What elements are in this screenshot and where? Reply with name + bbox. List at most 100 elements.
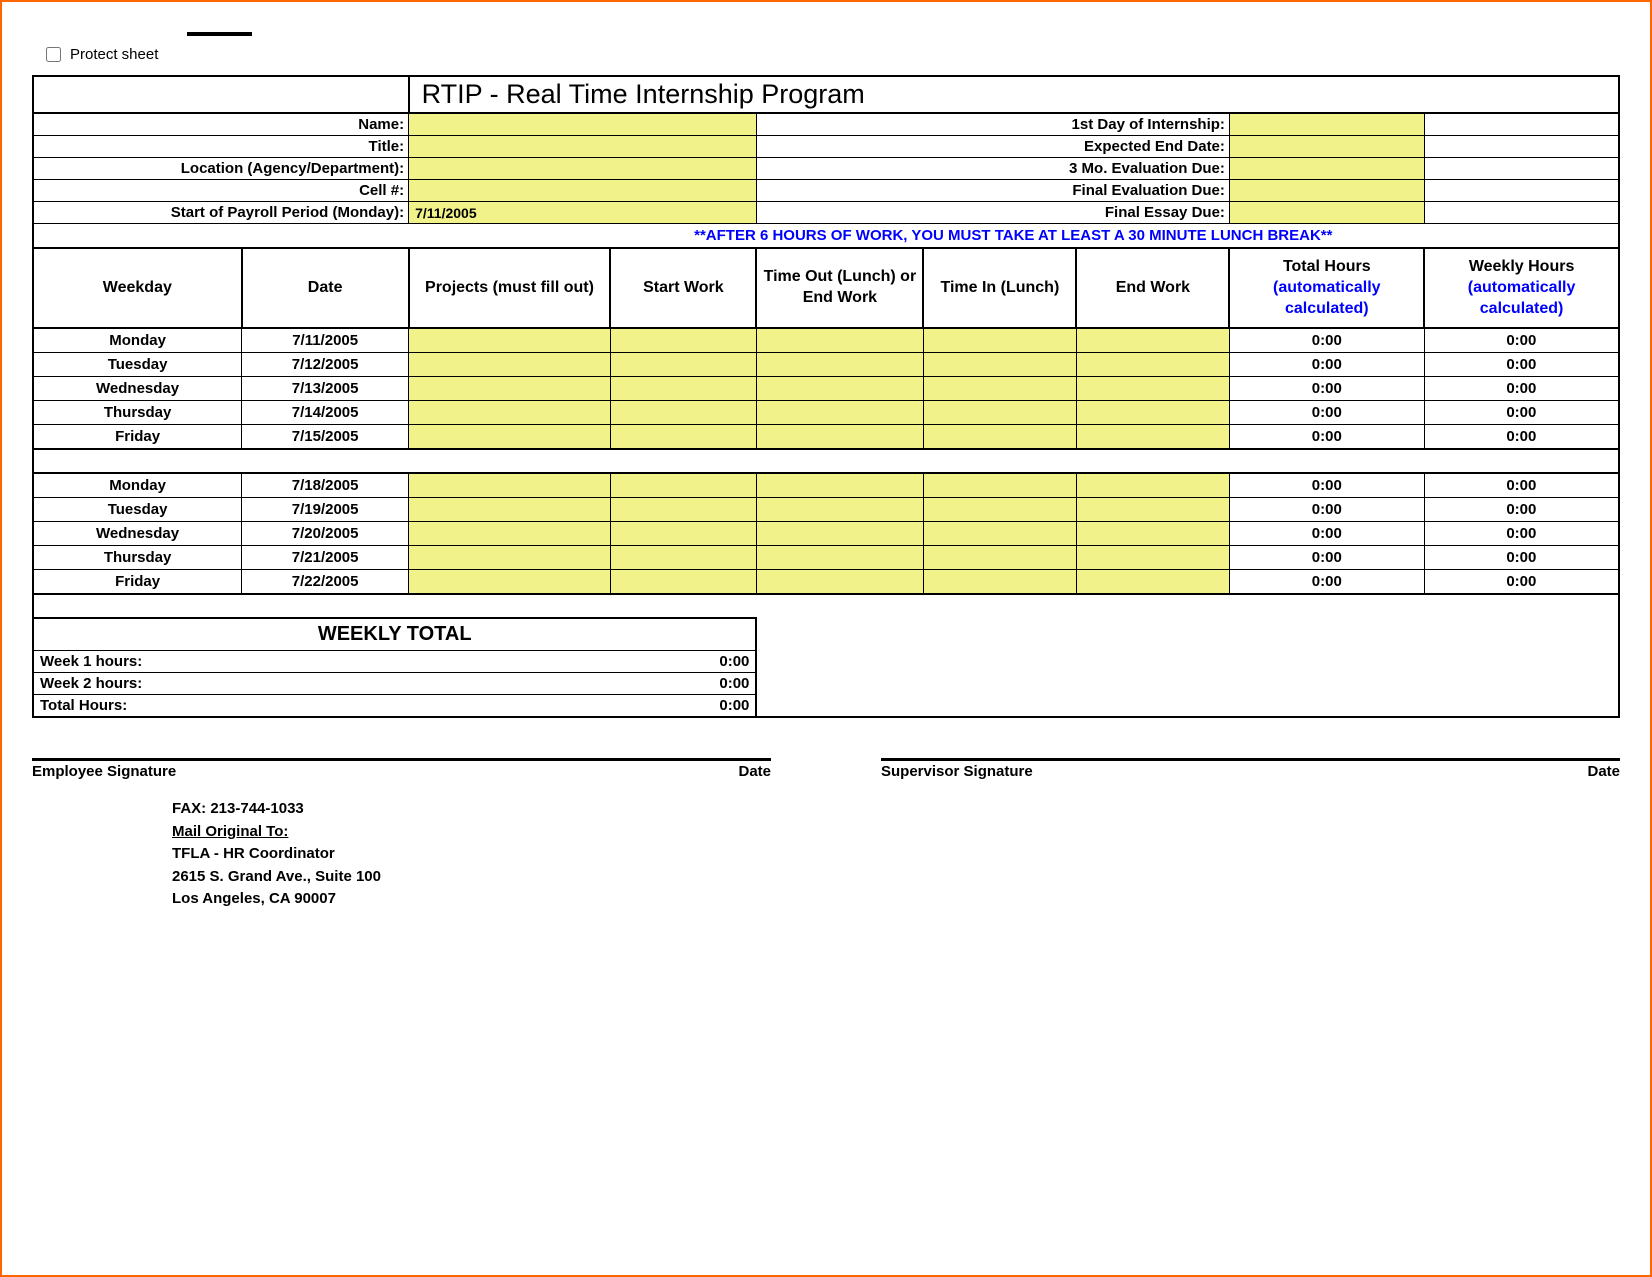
input-final-eval[interactable] (1229, 180, 1424, 202)
cell-start-work[interactable] (610, 401, 756, 425)
cell-time-in[interactable] (923, 522, 1076, 546)
cell-start-work[interactable] (610, 425, 756, 450)
cell-start-work[interactable] (610, 377, 756, 401)
supervisor-date-label: Date (1587, 763, 1620, 780)
label-3mo-eval: 3 Mo. Evaluation Due: (756, 158, 1229, 180)
table-row: Monday7/18/20050:000:00 (33, 473, 1619, 498)
label-final-essay: Final Essay Due: (756, 202, 1229, 224)
cell-end-work[interactable] (1076, 546, 1229, 570)
weekly-total-title-row: WEEKLY TOTAL (33, 618, 1619, 651)
signature-area: Employee Signature Date Supervisor Signa… (32, 758, 1620, 780)
cell-total-hours: 0:00 (1229, 546, 1424, 570)
week-spacer (33, 449, 1619, 473)
employee-date-label: Date (738, 763, 771, 780)
cell-start-work[interactable] (610, 546, 756, 570)
cell-projects[interactable] (409, 473, 611, 498)
table-row: Tuesday7/12/20050:000:00 (33, 353, 1619, 377)
header-row-0: Name: 1st Day of Internship: (33, 113, 1619, 136)
protect-sheet-checkbox[interactable] (46, 47, 61, 62)
input-title[interactable] (409, 136, 757, 158)
cell-time-in[interactable] (923, 425, 1076, 450)
cell-projects[interactable] (409, 353, 611, 377)
cell-time-in[interactable] (923, 353, 1076, 377)
cell-time-out[interactable] (756, 498, 923, 522)
cell-projects[interactable] (409, 328, 611, 353)
cell-start-work[interactable] (610, 473, 756, 498)
cell-time-out[interactable] (756, 425, 923, 450)
cell-time-in[interactable] (923, 401, 1076, 425)
cell-weekday: Monday (33, 328, 242, 353)
input-3mo-eval[interactable] (1229, 158, 1424, 180)
cell-date: 7/22/2005 (242, 570, 409, 595)
cell-end-work[interactable] (1076, 353, 1229, 377)
contact-line-3: Los Angeles, CA 90007 (172, 888, 1620, 911)
cell-time-in[interactable] (923, 570, 1076, 595)
cell-total-hours: 0:00 (1229, 377, 1424, 401)
notice-row: **AFTER 6 HOURS OF WORK, YOU MUST TAKE A… (33, 224, 1619, 249)
week2-hours-label: Week 2 hours: (33, 673, 610, 695)
label-location: Location (Agency/Department): (33, 158, 409, 180)
cell-weekday: Friday (33, 425, 242, 450)
input-name[interactable] (409, 113, 757, 136)
cell-weekly-hours: 0:00 (1424, 401, 1619, 425)
cell-end-work[interactable] (1076, 425, 1229, 450)
week1-hours-value: 0:00 (610, 651, 756, 673)
cell-projects[interactable] (409, 522, 611, 546)
header-row-3: Cell #: Final Evaluation Due: (33, 180, 1619, 202)
cell-time-out[interactable] (756, 473, 923, 498)
cell-start-work[interactable] (610, 328, 756, 353)
cell-end-work[interactable] (1076, 328, 1229, 353)
input-location[interactable] (409, 158, 757, 180)
cell-time-in[interactable] (923, 377, 1076, 401)
cell-start-work[interactable] (610, 353, 756, 377)
label-final-eval: Final Evaluation Due: (756, 180, 1229, 202)
cell-total-hours: 0:00 (1229, 570, 1424, 595)
cell-projects[interactable] (409, 498, 611, 522)
cell-weekday: Wednesday (33, 377, 242, 401)
column-header-row: Weekday Date Projects (must fill out) St… (33, 248, 1619, 328)
cell-date: 7/19/2005 (242, 498, 409, 522)
cell-time-out[interactable] (756, 401, 923, 425)
cell-projects[interactable] (409, 377, 611, 401)
cell-projects[interactable] (409, 546, 611, 570)
cell-end-work[interactable] (1076, 377, 1229, 401)
cell-time-out[interactable] (756, 546, 923, 570)
cell-end-work[interactable] (1076, 401, 1229, 425)
cell-total-hours: 0:00 (1229, 401, 1424, 425)
input-end-date[interactable] (1229, 136, 1424, 158)
label-first-day: 1st Day of Internship: (756, 113, 1229, 136)
input-payroll-start[interactable]: 7/11/2005 (409, 202, 757, 224)
cell-projects[interactable] (409, 570, 611, 595)
cell-time-out[interactable] (756, 570, 923, 595)
cell-projects[interactable] (409, 425, 611, 450)
header-row-1: Title: Expected End Date: (33, 136, 1619, 158)
input-first-day[interactable] (1229, 113, 1424, 136)
cell-end-work[interactable] (1076, 498, 1229, 522)
cell-time-out[interactable] (756, 328, 923, 353)
cell-end-work[interactable] (1076, 522, 1229, 546)
col-projects: Projects (must fill out) (409, 248, 611, 328)
cell-time-in[interactable] (923, 473, 1076, 498)
cell-end-work[interactable] (1076, 570, 1229, 595)
cell-time-in[interactable] (923, 328, 1076, 353)
cell-start-work[interactable] (610, 522, 756, 546)
cell-time-in[interactable] (923, 498, 1076, 522)
cell-projects[interactable] (409, 401, 611, 425)
input-final-essay[interactable] (1229, 202, 1424, 224)
cell-time-out[interactable] (756, 377, 923, 401)
cell-weekday: Tuesday (33, 353, 242, 377)
weekly-total-title: WEEKLY TOTAL (33, 618, 756, 651)
week1-hours-label: Week 1 hours: (33, 651, 610, 673)
cell-start-work[interactable] (610, 498, 756, 522)
cell-weekly-hours: 0:00 (1424, 377, 1619, 401)
cell-end-work[interactable] (1076, 473, 1229, 498)
cell-weekday: Thursday (33, 401, 242, 425)
cell-weekly-hours: 0:00 (1424, 522, 1619, 546)
col-start-work: Start Work (610, 248, 756, 328)
cell-time-out[interactable] (756, 522, 923, 546)
table-row: Wednesday7/13/20050:000:00 (33, 377, 1619, 401)
cell-start-work[interactable] (610, 570, 756, 595)
input-cell[interactable] (409, 180, 757, 202)
cell-time-in[interactable] (923, 546, 1076, 570)
cell-time-out[interactable] (756, 353, 923, 377)
